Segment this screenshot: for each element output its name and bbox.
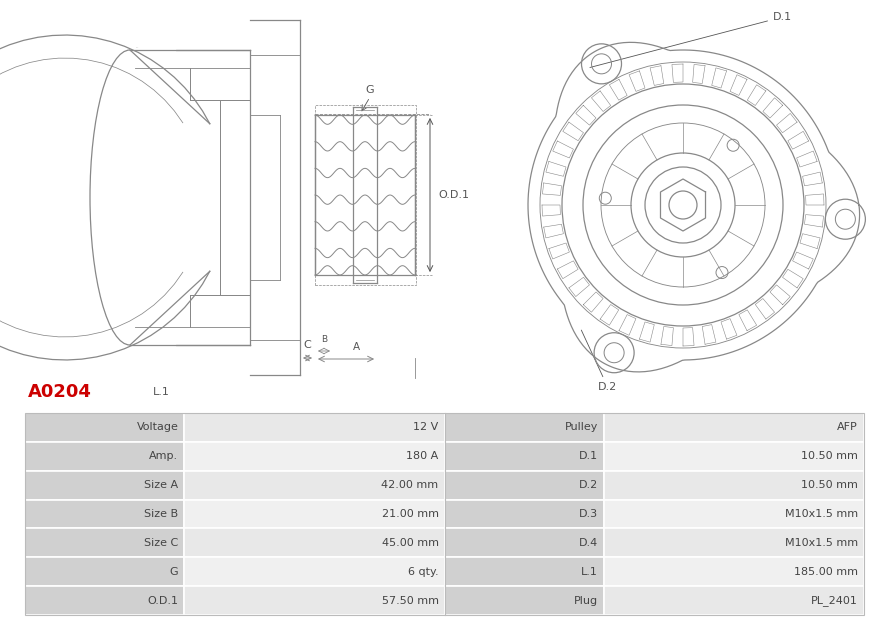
Text: D.4: D.4 [0, 622, 1, 623]
Bar [25, 413, 864, 615]
Bar [184, 558, 444, 586]
Text: O.D.1: O.D.1 [438, 190, 469, 200]
Bar [25, 413, 184, 442]
Bar [25, 528, 184, 558]
Bar [184, 413, 444, 442]
Text: Amp.: Amp. [149, 451, 179, 461]
Text: 10.50 mm: 10.50 mm [801, 480, 858, 490]
Text: 42.00 mm: 42.00 mm [381, 480, 438, 490]
Bar [25, 471, 184, 500]
Bar [184, 442, 444, 471]
Text: G: G [170, 567, 179, 577]
Bar [444, 442, 604, 471]
Text: AFP: AFP [837, 422, 858, 432]
Bar [25, 558, 184, 586]
Text: 185.00 mm: 185.00 mm [794, 567, 858, 577]
Bar [315, 105, 416, 285]
Text: Plug: Plug [573, 596, 598, 606]
Bar [604, 413, 864, 442]
Bar [604, 528, 864, 558]
Text: 12 V: 12 V [413, 422, 438, 432]
Text: PL_2401: PL_2401 [811, 595, 858, 606]
Text: 21.00 mm: 21.00 mm [381, 509, 438, 519]
Bar [604, 558, 864, 586]
Text: 10.50 mm: 10.50 mm [801, 451, 858, 461]
Text: 57.50 mm: 57.50 mm [381, 596, 438, 606]
Bar [444, 413, 604, 442]
Text: B: B [321, 335, 327, 344]
Text: L.1: L.1 [581, 567, 598, 577]
Bar [444, 586, 604, 615]
Bar [604, 471, 864, 500]
Bar [184, 500, 444, 528]
Text: A: A [352, 342, 359, 352]
Text: M10x1.5 mm: M10x1.5 mm [785, 509, 858, 519]
Text: D.3: D.3 [0, 622, 1, 623]
Bar [604, 442, 864, 471]
Bar [184, 471, 444, 500]
Bar [444, 528, 604, 558]
Text: D.2: D.2 [579, 480, 598, 490]
Text: Size A: Size A [144, 480, 179, 490]
Text: O.D.1: O.D.1 [148, 596, 179, 606]
Bar [184, 528, 444, 558]
Text: D.1: D.1 [579, 451, 598, 461]
Bar [25, 500, 184, 528]
Text: Voltage: Voltage [137, 422, 179, 432]
Text: Pulley: Pulley [565, 422, 598, 432]
Bar [444, 558, 604, 586]
Text: D.1: D.1 [590, 12, 792, 67]
Text: M10x1.5 mm: M10x1.5 mm [785, 538, 858, 548]
Text: G: G [365, 85, 374, 95]
Text: 180 A: 180 A [406, 451, 438, 461]
Text: D.3: D.3 [579, 509, 598, 519]
Bar [444, 500, 604, 528]
Text: L.1: L.1 [153, 387, 170, 397]
Bar [444, 471, 604, 500]
Text: 45.00 mm: 45.00 mm [381, 538, 438, 548]
Text: Size C: Size C [144, 538, 179, 548]
Text: A0204: A0204 [28, 383, 92, 401]
Bar [25, 442, 184, 471]
Bar [25, 586, 184, 615]
Bar [604, 586, 864, 615]
Text: C: C [304, 340, 311, 350]
Text: 6 qty.: 6 qty. [408, 567, 438, 577]
Text: Size B: Size B [144, 509, 179, 519]
Bar [604, 500, 864, 528]
Bar [184, 586, 444, 615]
Text: D.4: D.4 [579, 538, 598, 548]
Text: D.2: D.2 [581, 330, 617, 392]
